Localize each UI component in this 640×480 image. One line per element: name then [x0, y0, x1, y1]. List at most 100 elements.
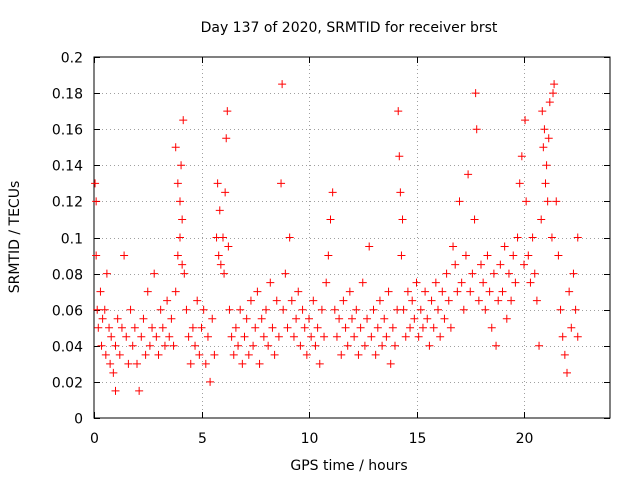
data-point [504, 269, 513, 278]
data-point [274, 332, 283, 341]
data-point [224, 242, 233, 251]
data-point [100, 305, 109, 314]
data-point [225, 305, 234, 314]
data-point [483, 251, 492, 260]
data-point [410, 314, 419, 323]
data-point [178, 260, 187, 269]
data-point [294, 287, 303, 296]
data-points [91, 80, 582, 395]
data-point [487, 323, 496, 332]
data-point [214, 251, 223, 260]
data-point [403, 287, 412, 296]
x-tick-label: 10 [301, 431, 319, 447]
data-point [173, 179, 182, 188]
data-point [539, 143, 548, 152]
data-point [513, 233, 522, 242]
data-point [530, 269, 539, 278]
data-point [240, 332, 249, 341]
data-point [167, 314, 176, 323]
data-point [320, 332, 329, 341]
data-point [459, 305, 468, 314]
data-point [222, 134, 231, 143]
data-point [93, 305, 102, 314]
data-point [128, 341, 137, 350]
data-point [176, 233, 184, 242]
y-tick-label: 0.08 [52, 268, 83, 284]
data-point [169, 341, 178, 350]
data-point [158, 323, 167, 332]
data-point [298, 305, 307, 314]
data-point [494, 296, 503, 305]
data-point [560, 350, 569, 359]
data-point [115, 350, 124, 359]
data-point [401, 332, 410, 341]
data-point [339, 296, 348, 305]
data-point [173, 251, 182, 260]
data-point [199, 305, 208, 314]
data-point [141, 350, 150, 359]
data-point [565, 287, 574, 296]
data-point [300, 323, 309, 332]
data-point [427, 296, 436, 305]
data-point [266, 278, 275, 287]
data-point [186, 359, 195, 368]
data-point [556, 305, 565, 314]
data-point [216, 260, 225, 269]
data-point [545, 98, 554, 107]
data-point [380, 314, 389, 323]
data-point [363, 314, 372, 323]
data-point [221, 188, 230, 197]
data-point [176, 197, 184, 206]
data-point [262, 305, 270, 314]
data-point [111, 386, 120, 395]
data-point [160, 341, 169, 350]
data-point [360, 341, 369, 350]
data-point [122, 332, 131, 341]
data-point [92, 251, 101, 260]
chart-title: Day 137 of 2020, SRMTID for receiver brs… [201, 20, 498, 36]
data-point [191, 341, 200, 350]
data-point [549, 89, 558, 98]
data-point [406, 323, 415, 332]
data-point [431, 278, 440, 287]
data-point [444, 296, 453, 305]
data-point [289, 332, 298, 341]
data-point [328, 188, 337, 197]
data-point [573, 332, 582, 341]
data-point [446, 323, 455, 332]
data-point [492, 341, 501, 350]
data-point [234, 341, 243, 350]
data-point [455, 197, 464, 206]
data-point [244, 350, 253, 359]
data-point [322, 278, 331, 287]
data-point [124, 359, 133, 368]
data-point [457, 278, 466, 287]
data-point [412, 278, 421, 287]
data-point [133, 359, 141, 368]
data-point [544, 134, 553, 143]
data-point [563, 368, 571, 377]
data-point [242, 314, 251, 323]
data-point [384, 287, 393, 296]
data-point [283, 323, 292, 332]
data-point [223, 107, 232, 116]
data-point [206, 377, 215, 386]
data-point [371, 350, 380, 359]
data-point [436, 332, 445, 341]
data-point [550, 80, 559, 89]
data-point [330, 305, 339, 314]
data-point [479, 278, 488, 287]
data-point [135, 386, 144, 395]
data-point [352, 305, 361, 314]
data-point [272, 296, 281, 305]
data-point [317, 305, 326, 314]
data-point [520, 260, 528, 269]
x-tick-label: 0 [90, 431, 99, 447]
data-point [442, 269, 451, 278]
data-point [343, 341, 352, 350]
data-point [143, 287, 152, 296]
data-point [96, 287, 105, 296]
x-tick-label: 15 [409, 431, 427, 447]
data-point [148, 323, 157, 332]
data-point [163, 296, 172, 305]
